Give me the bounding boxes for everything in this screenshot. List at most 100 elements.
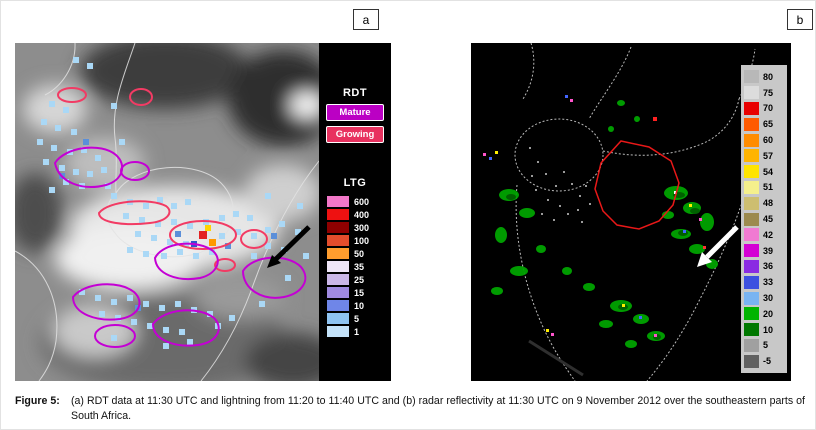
scale-color-swatch — [327, 300, 349, 311]
scale-row: 42 — [744, 227, 784, 243]
scale-color-swatch — [744, 338, 759, 352]
scale-value: 42 — [763, 229, 774, 240]
rdt-legend-title: RDT — [342, 87, 368, 99]
scale-color-swatch — [327, 326, 349, 337]
satellite-map — [15, 43, 319, 381]
mature-badge: Mature — [326, 104, 384, 121]
storm-tracking-outline — [594, 140, 680, 230]
scale-row: 100 — [327, 234, 391, 247]
scale-row: 60 — [744, 132, 784, 148]
scale-row: 36 — [744, 259, 784, 275]
scale-color-swatch — [744, 212, 759, 226]
scale-value: 10 — [763, 324, 774, 335]
scale-row: 10 — [327, 299, 391, 312]
scale-row: 600 — [327, 195, 391, 208]
scale-color-swatch — [744, 244, 759, 258]
scale-row: 57 — [744, 148, 784, 164]
growing-badge-label: Growing — [335, 129, 375, 140]
scale-row: 80 — [744, 69, 784, 85]
scale-color-swatch — [744, 307, 759, 321]
scale-value: 48 — [763, 198, 774, 209]
figure-caption: Figure 5: (a) RDT data at 11:30 UTC and … — [15, 394, 805, 424]
scale-value: 54 — [763, 166, 774, 177]
scale-color-swatch — [327, 235, 349, 246]
panel-a-label-text: a — [362, 12, 370, 27]
scale-value: 600 — [354, 196, 370, 207]
scale-value: 30 — [763, 293, 774, 304]
scale-color-swatch — [744, 180, 759, 194]
scale-color-swatch — [327, 287, 349, 298]
scale-value: 5 — [763, 340, 769, 351]
panel-a-label: a — [353, 9, 379, 30]
scale-color-swatch — [744, 149, 759, 163]
scale-color-swatch — [744, 165, 759, 179]
scale-value: 45 — [763, 214, 774, 225]
scale-color-swatch — [744, 354, 759, 368]
scale-row: 50 — [327, 247, 391, 260]
scale-value: 75 — [763, 87, 774, 98]
scale-color-swatch — [327, 196, 349, 207]
scale-color-swatch — [744, 275, 759, 289]
scale-color-swatch — [327, 261, 349, 272]
scale-row: 5 — [327, 312, 391, 325]
scale-row: 33 — [744, 274, 784, 290]
scale-row: 10 — [744, 322, 784, 338]
scale-row: 5 — [744, 338, 784, 354]
scale-value: -5 — [763, 356, 772, 367]
scale-value: 65 — [763, 119, 774, 130]
scale-row: 400 — [327, 208, 391, 221]
scale-color-swatch — [327, 274, 349, 285]
scale-row: 20 — [744, 306, 784, 322]
scale-row: 75 — [744, 85, 784, 101]
scale-value: 20 — [763, 308, 774, 319]
radial-artifact — [528, 339, 584, 377]
scale-color-swatch — [744, 196, 759, 210]
scale-value: 70 — [763, 103, 774, 114]
scale-value: 36 — [763, 261, 774, 272]
scale-value: 50 — [354, 248, 365, 259]
growing-storm-outlines — [57, 87, 268, 272]
ltg-legend-title: LTG — [343, 177, 367, 189]
scale-color-swatch — [744, 101, 759, 115]
scale-color-swatch — [744, 133, 759, 147]
scale-row: 70 — [744, 101, 784, 117]
scale-color-swatch — [327, 313, 349, 324]
scale-row: 45 — [744, 211, 784, 227]
scale-value: 15 — [354, 287, 365, 298]
scale-value: 1 — [354, 326, 360, 337]
scale-color-swatch — [744, 291, 759, 305]
scale-value: 300 — [354, 222, 370, 233]
scale-value: 33 — [763, 277, 774, 288]
mature-badge-label: Mature — [339, 107, 371, 118]
scale-row: 15 — [327, 286, 391, 299]
panel-a-rdt-map: RDT Mature Growing LTG 600 400 300 100 50 35 2… — [15, 43, 391, 381]
panel-b-label: b — [787, 9, 813, 30]
scale-row: -5 — [744, 353, 784, 369]
scale-row: 48 — [744, 195, 784, 211]
figure-caption-label: Figure 5: — [15, 395, 60, 407]
scale-value: 51 — [763, 182, 774, 193]
scale-color-swatch — [327, 248, 349, 259]
scale-value: 80 — [763, 71, 774, 82]
scale-color-swatch — [744, 86, 759, 100]
scale-value: 35 — [354, 261, 365, 272]
scale-color-swatch — [744, 259, 759, 273]
scale-value: 25 — [354, 274, 365, 285]
scale-color-swatch — [327, 222, 349, 233]
scale-row: 25 — [327, 273, 391, 286]
scale-value: 5 — [354, 313, 360, 324]
figure-caption-text: (a) RDT data at 11:30 UTC and lightning … — [71, 395, 805, 422]
scale-row: 39 — [744, 243, 784, 259]
scale-color-swatch — [327, 209, 349, 220]
growing-badge: Growing — [326, 126, 384, 143]
scale-value: 39 — [763, 245, 774, 256]
scale-row: 65 — [744, 116, 784, 132]
scale-value: 10 — [354, 300, 365, 311]
scale-color-swatch — [744, 117, 759, 131]
scale-color-swatch — [744, 323, 759, 337]
scale-value: 400 — [354, 209, 370, 220]
scale-row: 300 — [327, 221, 391, 234]
scale-value: 57 — [763, 150, 774, 161]
black-arrow-icon — [267, 225, 311, 268]
